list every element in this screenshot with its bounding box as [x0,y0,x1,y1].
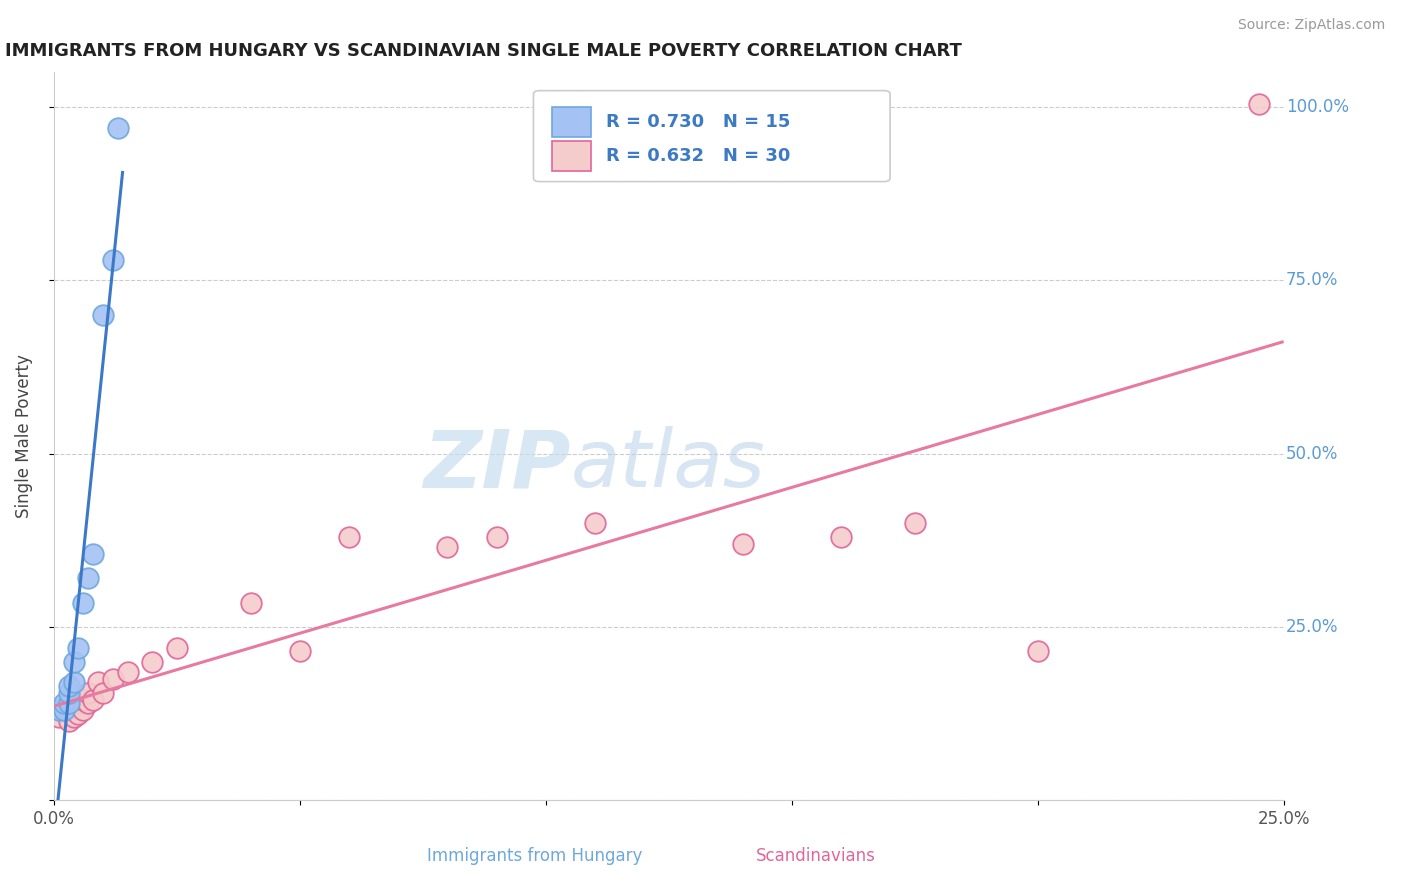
Point [91,308,114,322]
Point [1247,96,1270,111]
Point [72,692,94,706]
Text: Immigrants from Hungary: Immigrants from Hungary [426,847,643,864]
Point [239,596,262,610]
Text: ZIP: ZIP [423,426,571,505]
Point [77,696,100,710]
Point [583,516,606,530]
Point [101,252,124,267]
Point [62,655,84,669]
Point [830,530,852,544]
Point [82,547,104,561]
Point [67,696,90,710]
Point [67,640,90,655]
Text: 75.0%: 75.0% [1286,271,1339,289]
Y-axis label: Single Male Poverty: Single Male Poverty [15,354,32,518]
Point [1026,644,1049,658]
Point [62,699,84,714]
Point [52,703,75,717]
Point [58,686,80,700]
Text: IMMIGRANTS FROM HUNGARY VS SCANDINAVIAN SINGLE MALE POVERTY CORRELATION CHART: IMMIGRANTS FROM HUNGARY VS SCANDINAVIAN … [4,42,962,60]
Point [62,710,84,724]
Point [117,665,139,679]
Point [58,703,80,717]
Point [72,596,94,610]
Point [436,540,458,554]
Point [52,696,75,710]
Point [62,675,84,690]
Point [58,696,80,710]
Point [731,537,754,551]
Point [87,675,110,690]
Point [77,571,100,585]
Point [72,703,94,717]
Point [52,703,75,717]
Point [82,692,104,706]
Point [166,640,188,655]
Point [288,644,311,658]
Point [77,686,100,700]
Point [58,714,80,728]
Point [48,710,70,724]
Text: 50.0%: 50.0% [1286,444,1339,463]
Point [91,686,114,700]
Point [141,655,163,669]
FancyBboxPatch shape [553,107,592,137]
Point [485,530,508,544]
FancyBboxPatch shape [553,141,592,171]
Point [904,516,927,530]
Text: atlas: atlas [571,426,765,505]
Point [67,706,90,721]
Point [337,530,360,544]
Text: 100.0%: 100.0% [1286,98,1350,116]
Point [58,679,80,693]
Text: 25.0%: 25.0% [1286,618,1339,636]
Text: R = 0.632   N = 30: R = 0.632 N = 30 [606,147,790,165]
Point [48,703,70,717]
Text: R = 0.730   N = 15: R = 0.730 N = 15 [606,113,790,131]
Text: Scandinavians: Scandinavians [755,847,876,864]
Point [107,120,129,135]
Text: Source: ZipAtlas.com: Source: ZipAtlas.com [1237,18,1385,31]
Point [101,672,124,686]
FancyBboxPatch shape [533,91,890,182]
